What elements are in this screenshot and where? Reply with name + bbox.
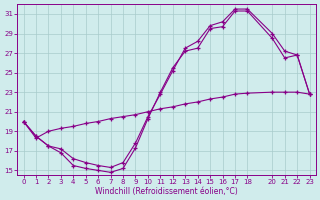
X-axis label: Windchill (Refroidissement éolien,°C): Windchill (Refroidissement éolien,°C) [95, 187, 238, 196]
